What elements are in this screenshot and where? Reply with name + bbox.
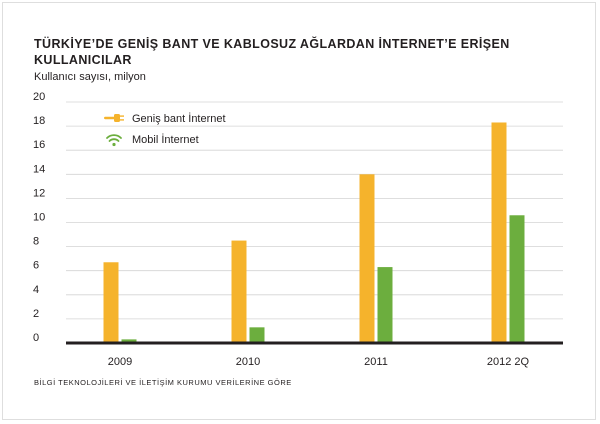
bar-mobile-2010	[249, 327, 265, 343]
legend: Geniş bant İnternet Mobil İnternet	[104, 112, 226, 147]
chart-title-line-2: KULLANICILAR	[34, 53, 132, 67]
x-axis-ticks: 2009 2010 2011 2012 2Q	[108, 356, 530, 368]
x-tick-label: 2011	[364, 356, 388, 368]
legend-item-broadband: Geniş bant İnternet	[104, 112, 226, 125]
bar-broadband-2012-2Q	[491, 122, 507, 343]
bars	[103, 122, 525, 343]
source-note: BİLGİ TEKNOLOJİLERİ VE İLETİŞİM KURUMU V…	[34, 378, 292, 387]
y-tick-label: 12	[33, 187, 45, 199]
x-tick-label: 2012 2Q	[487, 356, 530, 368]
y-tick-label: 2	[33, 308, 39, 320]
y-tick-label: 6	[33, 260, 39, 272]
legend-label-broadband: Geniş bant İnternet	[132, 112, 226, 125]
bar-broadband-2009	[103, 262, 119, 343]
bar-broadband-2010	[231, 240, 247, 343]
y-tick-label: 4	[33, 284, 39, 296]
legend-label-mobile: Mobil İnternet	[132, 133, 199, 146]
x-tick-label: 2009	[108, 356, 132, 368]
chart-title-line-1: TÜRKİYE’DE GENİŞ BANT VE KABLOSUZ AĞLARD…	[34, 37, 510, 51]
y-tick-label: 8	[33, 236, 39, 248]
wifi-icon	[106, 134, 122, 147]
bar-mobile-2009	[121, 339, 137, 343]
y-tick-label: 0	[33, 332, 39, 344]
gridlines	[66, 101, 563, 320]
legend-item-mobile: Mobil İnternet	[106, 133, 199, 147]
y-tick-label: 10	[33, 212, 45, 224]
chart-title: TÜRKİYE’DE GENİŞ BANT VE KABLOSUZ AĞLARD…	[34, 36, 554, 68]
bar-broadband-2011	[359, 174, 375, 343]
y-tick-label: 16	[33, 139, 45, 151]
y-tick-label: 14	[33, 163, 45, 175]
y-tick-label: 20	[33, 91, 45, 103]
y-axis-ticks: 0 2 4 6 8 10 12 14 16 18 20	[33, 91, 45, 344]
x-tick-label: 2010	[236, 356, 260, 368]
y-axis-label: Kullanıcı sayısı, milyon	[34, 71, 146, 83]
bar-mobile-2011	[377, 267, 393, 343]
plug-icon	[104, 114, 124, 122]
y-tick-label: 18	[33, 115, 45, 127]
bar-mobile-2012-2Q	[509, 215, 525, 343]
